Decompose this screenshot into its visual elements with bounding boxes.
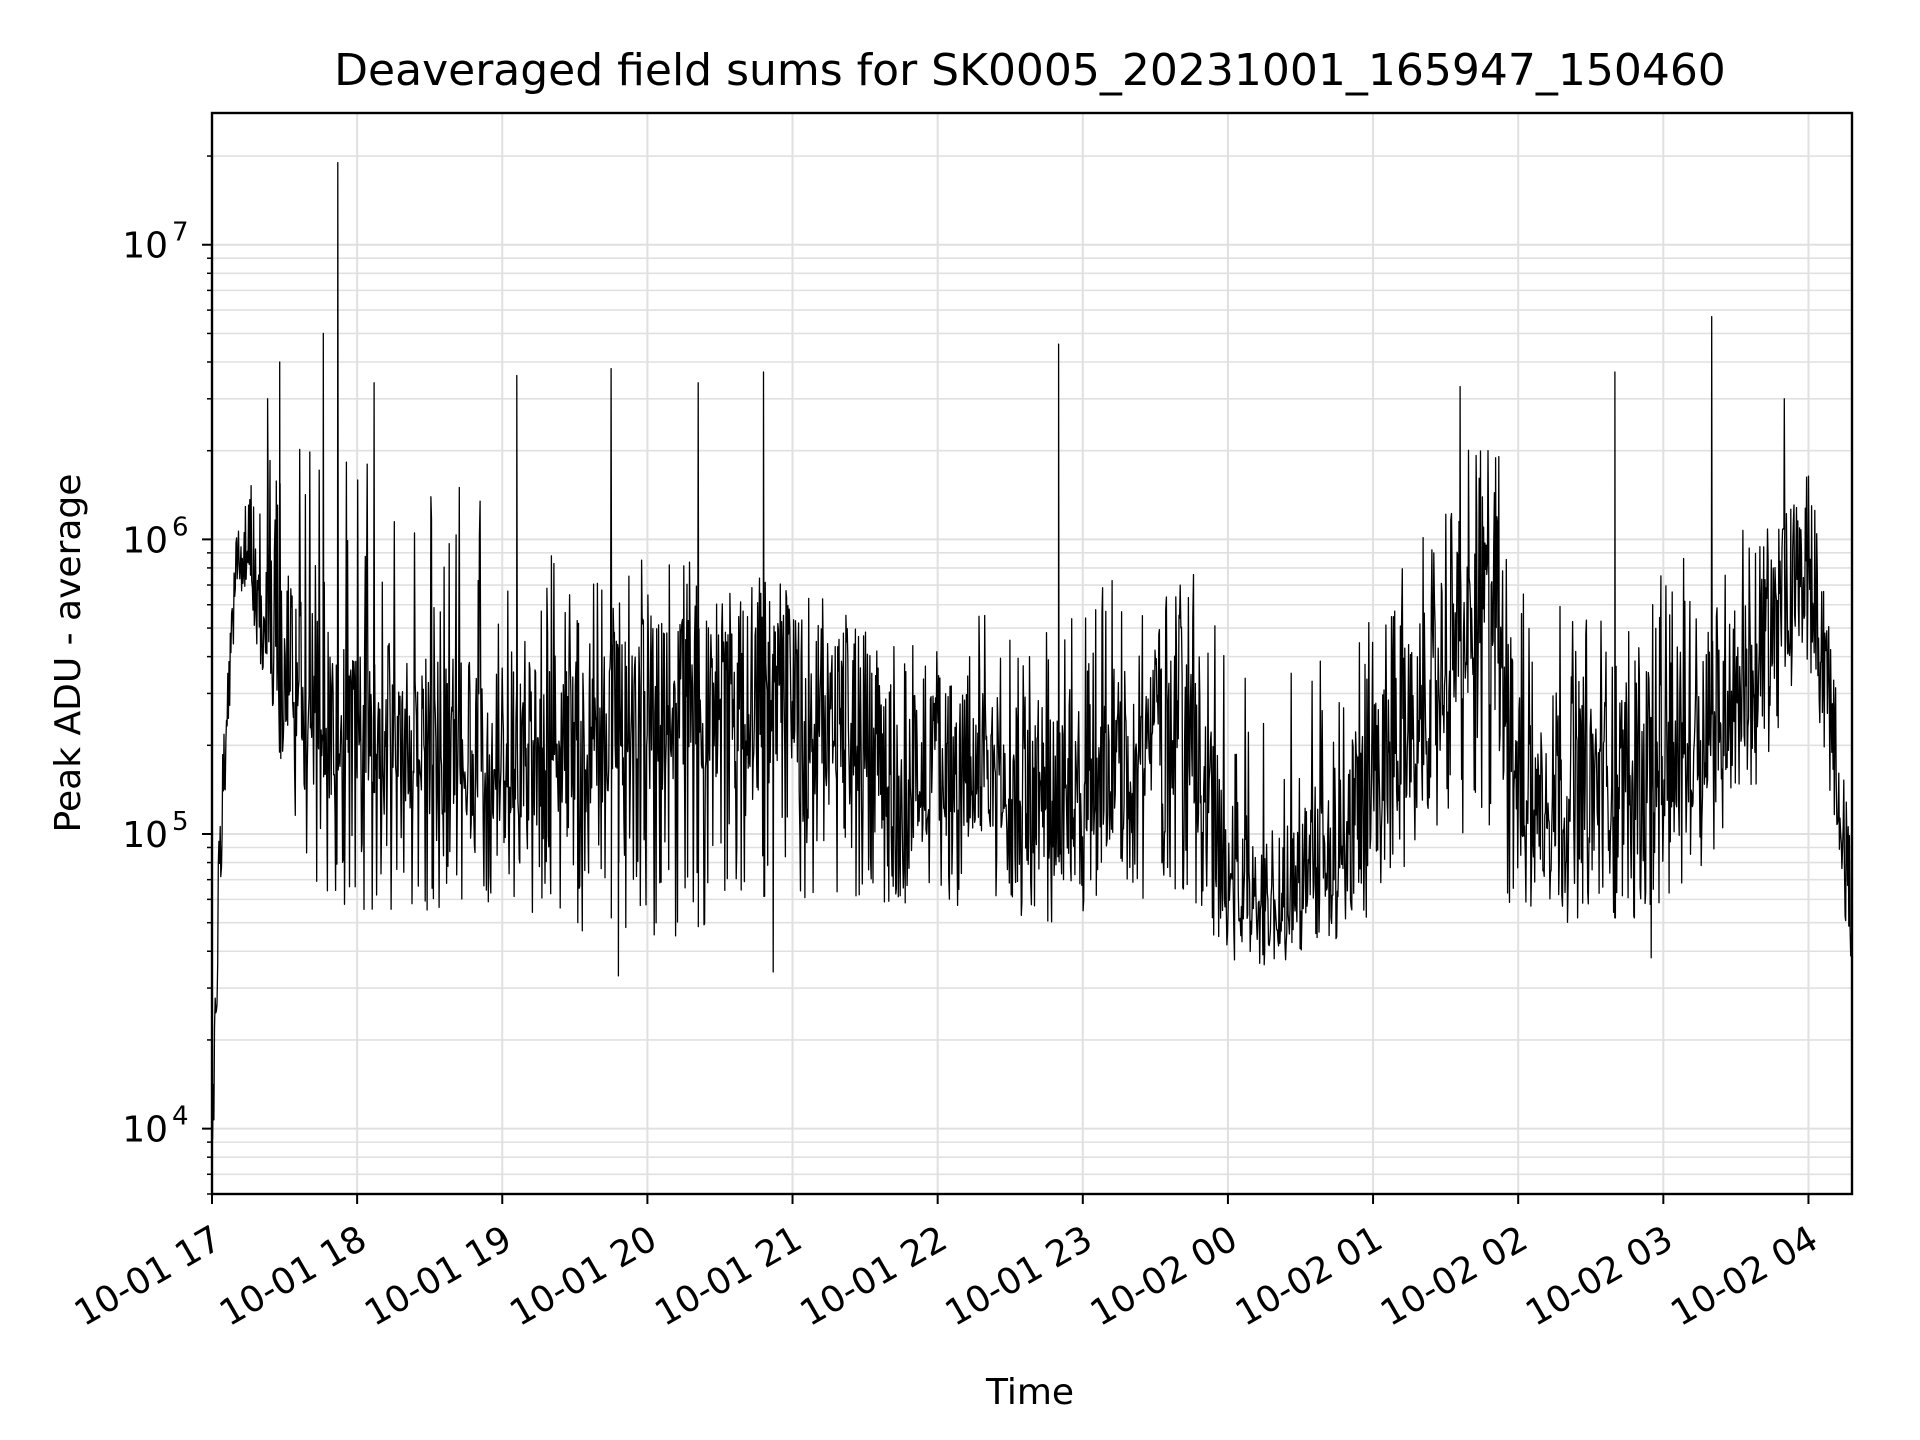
chart-title: Deaveraged field sums for SK0005_2023100… [334, 45, 1726, 96]
y-axis-label: Peak ADU - average [48, 474, 89, 833]
y-tick-base: 10 [122, 226, 168, 267]
y-tick-base: 10 [122, 520, 168, 561]
plot-frame [210, 111, 1854, 1196]
y-tick-label: 10 6 [122, 512, 188, 561]
y-tick-exponent: 4 [172, 1102, 189, 1132]
series-line [212, 161, 1852, 1143]
y-tick-label: 10 7 [122, 218, 188, 267]
y-tick-label: 10 5 [122, 807, 188, 856]
series-layer [212, 161, 1852, 1143]
y-tick-base: 10 [122, 1110, 168, 1151]
x-axis-label: Time [985, 1372, 1074, 1413]
y-tick-exponent: 7 [172, 218, 189, 248]
y-tick-label: 10 4 [122, 1102, 188, 1151]
y-tick-exponent: 5 [172, 807, 189, 837]
y-tick-exponent: 6 [172, 512, 189, 542]
y-tick-base: 10 [122, 815, 168, 856]
